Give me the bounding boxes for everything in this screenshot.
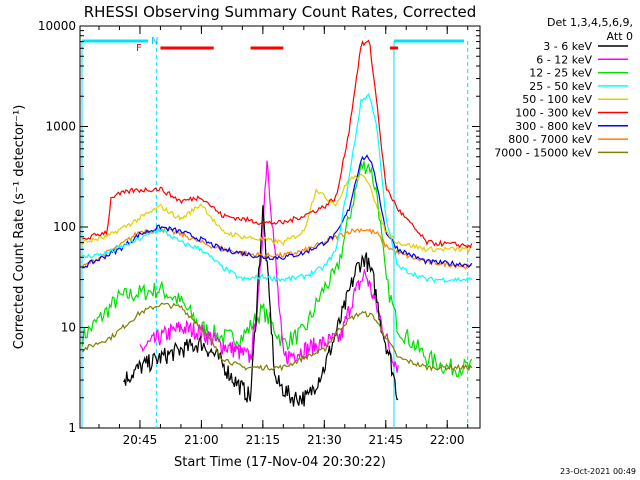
x-tick-label-6: 22:00	[430, 433, 465, 447]
x-tick-label-5: 21:45	[368, 433, 403, 447]
legend-label-1: 3 - 6 keV	[543, 40, 592, 53]
legend-label-8: 800 - 7000 keV	[508, 133, 592, 146]
legend-label-4: 25 - 50 keV	[529, 80, 592, 93]
y-tick-label-1: 1	[68, 421, 76, 435]
series-line-4	[82, 92, 473, 284]
flag-f-label: F	[136, 43, 142, 54]
series-line-6	[82, 39, 473, 249]
legend-label-7: 300 - 800 keV	[515, 120, 592, 133]
chart-title: RHESSI Observing Summary Count Rates, Co…	[84, 3, 477, 21]
series-line-1	[123, 205, 399, 407]
y-tick-label-5: 10000	[38, 19, 76, 33]
series-line-3	[82, 161, 473, 378]
legend-label-3: 12 - 25 keV	[529, 67, 592, 80]
legend-label-6: 100 - 300 keV	[515, 107, 592, 120]
x-tick-label-3: 21:15	[246, 433, 281, 447]
legend-label-5: 50 - 100 keV	[522, 93, 592, 106]
legend-header-line-2: Att 0	[607, 30, 633, 43]
date-stamp: 23-Oct-2021 00:49	[560, 467, 636, 476]
y-tick-label-2: 10	[61, 321, 76, 335]
series-line-5	[82, 173, 472, 254]
flags-group: F N	[136, 36, 158, 54]
y-tick-label-4: 1000	[45, 120, 76, 134]
axes: 1 10 100 1000 10000 20:45 21:00 21:15 21:30 21:45…	[38, 19, 480, 447]
series-group	[82, 39, 473, 407]
series-line-2	[139, 160, 399, 373]
x-axis-label: Start Time (17-Nov-04 20:30:22)	[174, 455, 386, 470]
y-axis-label: Corrected Count Rate (s⁻¹ detector⁻¹)	[12, 105, 27, 350]
flag-n-label: N	[151, 36, 158, 47]
y-tick-label-3: 100	[53, 220, 76, 234]
x-tick-label-4: 21:30	[307, 433, 342, 447]
series-line-9	[82, 302, 473, 372]
legend-header-line-1: Det 1,3,4,5,6,9,	[547, 16, 633, 29]
legend-label-9: 7000 - 15000 keV	[494, 146, 592, 159]
overlay-lines	[81, 39, 469, 428]
x-tick-label-1: 20:45	[123, 433, 158, 447]
series-line-7	[82, 154, 473, 269]
legend-label-2: 6 - 12 keV	[536, 53, 592, 66]
x-tick-label-2: 21:00	[184, 433, 219, 447]
series-line-8	[82, 227, 473, 270]
